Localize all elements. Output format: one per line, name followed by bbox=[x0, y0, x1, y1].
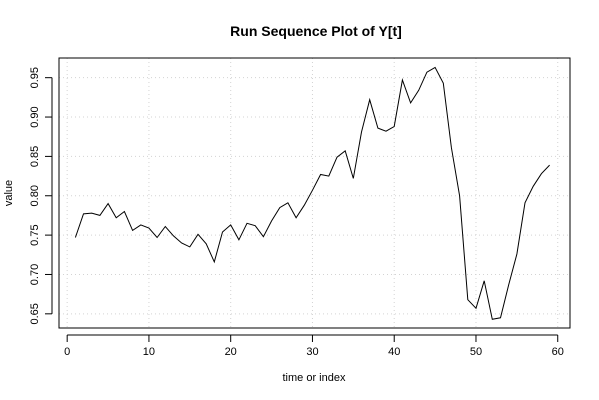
series-line bbox=[74, 66, 550, 320]
y-tick-label-6: 0.95 bbox=[29, 67, 41, 88]
y-tick-label-2: 0.75 bbox=[29, 224, 41, 245]
y-axis-label: value bbox=[3, 180, 15, 206]
y-tick-label-5: 0.90 bbox=[29, 106, 41, 127]
chart-title: Run Sequence Plot of Y[t] bbox=[230, 23, 402, 39]
plot-frame bbox=[58, 57, 571, 329]
x-tick-label-3: 30 bbox=[306, 346, 318, 358]
y-tick-label-0: 0.65 bbox=[29, 303, 41, 324]
y-axis: 0.65 0.70 0.75 0.80 0.85 0.90 0.95 bbox=[29, 67, 53, 325]
x-tick-label-6: 60 bbox=[552, 346, 564, 358]
x-tick-label-2: 20 bbox=[225, 346, 237, 358]
y-tick-label-4: 0.85 bbox=[29, 146, 41, 167]
grid-lines bbox=[59, 58, 570, 328]
x-tick-label-1: 10 bbox=[143, 346, 155, 358]
x-tick-label-0: 0 bbox=[64, 346, 70, 358]
x-tick-label-4: 40 bbox=[388, 346, 400, 358]
y-tick-label-1: 0.70 bbox=[29, 264, 41, 285]
x-tick-label-5: 50 bbox=[470, 346, 482, 358]
y-tick-label-3: 0.80 bbox=[29, 185, 41, 206]
x-axis-label: time or index bbox=[283, 372, 346, 384]
x-axis: 0 10 20 30 40 50 60 bbox=[64, 334, 564, 358]
